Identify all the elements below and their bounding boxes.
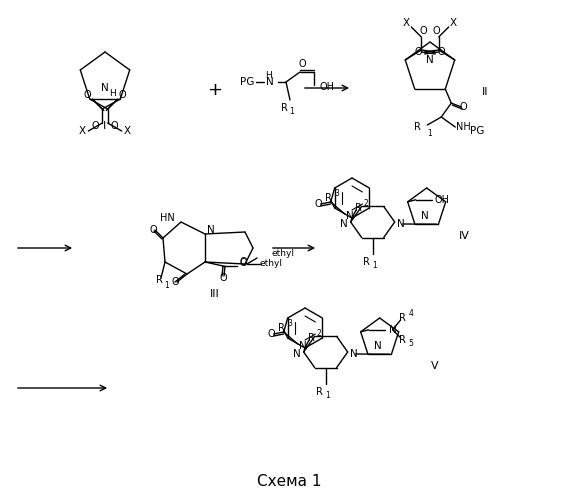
Text: N: N	[266, 77, 274, 87]
Text: 1: 1	[164, 280, 170, 289]
Text: O: O	[149, 225, 157, 235]
Text: O: O	[239, 258, 247, 268]
Text: R: R	[281, 103, 287, 113]
Text: II: II	[482, 87, 488, 97]
Text: 1: 1	[325, 391, 330, 400]
Text: N: N	[374, 341, 382, 351]
Text: 4: 4	[408, 310, 413, 318]
Text: O: O	[438, 47, 445, 57]
Text: O: O	[460, 102, 467, 112]
Text: 2: 2	[364, 200, 368, 208]
Text: 5: 5	[408, 340, 413, 348]
Text: 3: 3	[334, 190, 339, 198]
Text: O: O	[219, 273, 227, 283]
Text: X: X	[124, 126, 131, 136]
Text: O: O	[298, 59, 306, 69]
Text: R: R	[156, 275, 163, 285]
Text: 1: 1	[290, 108, 294, 116]
Text: R: R	[307, 333, 314, 343]
Text: N: N	[207, 225, 215, 235]
Text: N: N	[293, 349, 301, 359]
Text: R: R	[325, 193, 332, 203]
Text: O: O	[419, 26, 427, 36]
Text: 1: 1	[427, 128, 432, 138]
Text: R: R	[354, 203, 361, 213]
Text: H: H	[265, 70, 272, 80]
Text: IV: IV	[459, 231, 470, 241]
Text: III: III	[210, 289, 220, 299]
Text: I: I	[104, 121, 107, 131]
Text: O: O	[315, 199, 323, 209]
Text: R: R	[400, 335, 406, 345]
Text: ethyl: ethyl	[271, 250, 294, 258]
Text: O: O	[111, 121, 119, 131]
Text: R: R	[400, 313, 406, 323]
Text: N: N	[299, 341, 306, 351]
Text: X: X	[403, 18, 410, 28]
Text: HN: HN	[160, 213, 174, 223]
Text: N: N	[346, 211, 354, 221]
Text: R: R	[415, 122, 422, 132]
Text: Схема 1: Схема 1	[256, 474, 321, 490]
Text: PG: PG	[240, 77, 254, 87]
Text: O: O	[415, 47, 423, 57]
Text: H: H	[109, 90, 115, 98]
Text: OH: OH	[434, 195, 449, 205]
Text: O: O	[171, 277, 179, 287]
Text: V: V	[431, 361, 438, 371]
Text: N: N	[397, 219, 405, 229]
Text: O: O	[83, 90, 91, 100]
Text: OH: OH	[319, 82, 334, 92]
Text: O: O	[239, 257, 247, 267]
Text: N: N	[101, 83, 109, 93]
Text: 1: 1	[372, 261, 377, 270]
Text: O: O	[119, 90, 127, 100]
Text: R: R	[316, 386, 323, 396]
Text: 2: 2	[317, 330, 321, 338]
Text: N: N	[340, 219, 347, 229]
Text: O: O	[433, 26, 441, 36]
Text: X: X	[79, 126, 86, 136]
Text: O: O	[91, 121, 99, 131]
Text: ethyl: ethyl	[259, 260, 283, 268]
Text: N: N	[426, 55, 434, 65]
Text: 3: 3	[287, 320, 292, 328]
Text: N: N	[421, 211, 428, 221]
Text: R: R	[278, 323, 285, 333]
Text: +: +	[207, 81, 222, 99]
Text: PG: PG	[470, 126, 485, 136]
Text: N: N	[389, 325, 397, 335]
Text: R: R	[363, 256, 370, 266]
Text: O: O	[268, 329, 276, 339]
Text: NH: NH	[456, 122, 471, 132]
Text: X: X	[450, 18, 457, 28]
Text: N: N	[350, 349, 358, 359]
